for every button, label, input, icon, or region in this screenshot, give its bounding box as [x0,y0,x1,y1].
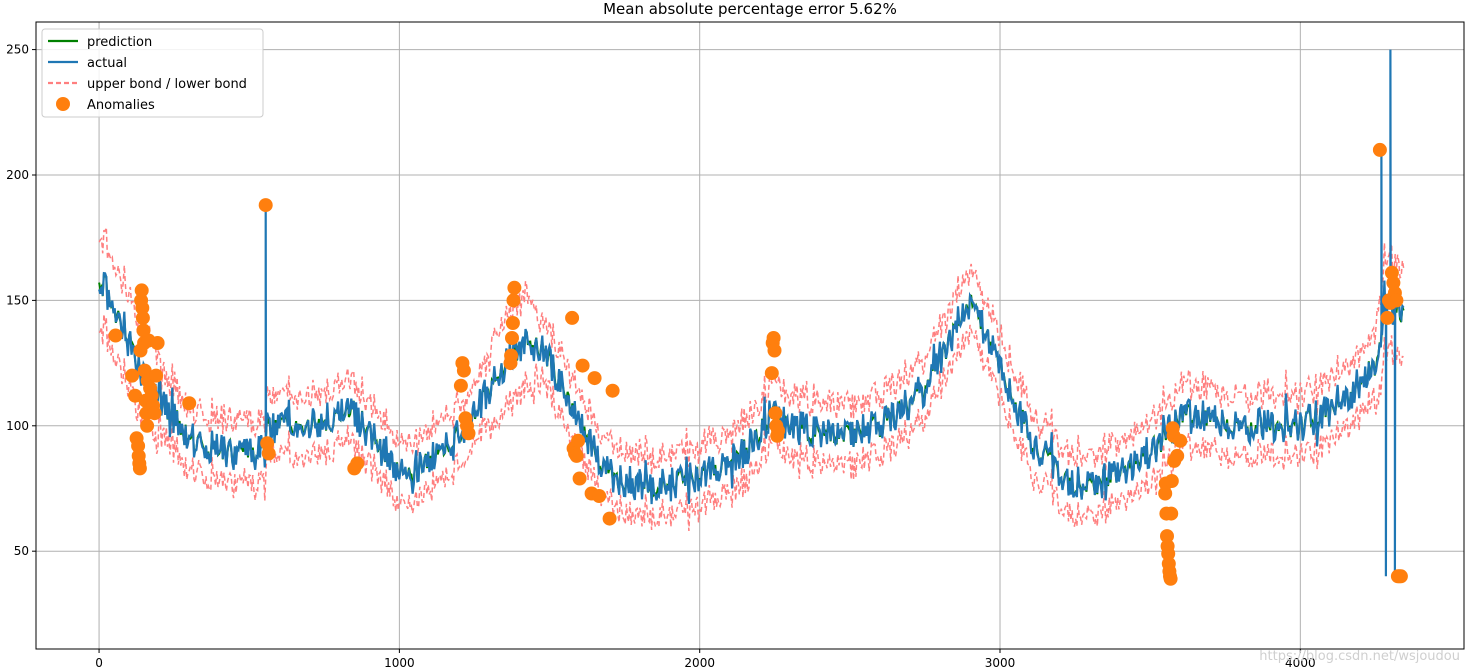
anomaly-point [768,406,783,421]
chart-title: Mean absolute percentage error 5.62% [603,0,897,18]
anomaly-point [182,396,197,411]
anomaly-point [565,310,580,325]
x-tick-label: 3000 [985,656,1016,670]
anomaly-point [128,388,143,403]
anomaly-point [764,366,779,381]
anomaly-point [147,406,162,421]
legend-swatch-3 [56,97,70,111]
anomalies-series [108,142,1408,586]
anomaly-point [602,511,617,526]
anomaly-point [1158,486,1173,501]
anomaly-point [350,456,365,471]
anomaly-point [1170,448,1185,463]
lower-bound-line [98,314,1404,532]
anomaly-point [1160,529,1174,544]
anomaly-point [575,358,590,373]
anomaly-point [592,489,607,503]
y-tick-label: 250 [6,43,29,57]
axes-ticks: 0 1000 2000 3000 4000 50 100 150 200 250 [6,43,1316,670]
y-tick-label: 200 [6,168,29,182]
anomaly-point [1164,506,1179,521]
anomaly-point [461,426,476,441]
anomaly-point [1163,571,1178,586]
anomaly-point [506,293,521,308]
anomaly-point [507,280,522,295]
anomaly-point [135,310,150,325]
anomaly-point [261,446,276,461]
anomaly-point [132,461,147,476]
x-tick-label: 1000 [384,656,415,670]
anomaly-point [505,316,520,330]
anomaly-point [108,328,123,343]
legend-label: prediction [87,35,152,50]
anomaly-point [1372,142,1387,157]
anomaly-point [569,448,584,463]
anomaly-point [766,331,781,345]
anomaly-point [456,363,471,378]
legend-label: Anomalies [87,98,155,113]
plot-frame [35,21,1465,650]
anomaly-point [572,471,587,486]
anomaly-point [504,348,519,363]
anomaly-point [140,418,155,433]
anomaly-point [605,383,620,398]
x-tick-label: 0 [95,656,103,670]
anomaly-point [134,283,149,298]
watermark: https://blog.csdn.net/wsjoudou [1259,649,1460,664]
anomaly-point [1161,546,1176,561]
anomaly-point [453,378,468,393]
legend-box [41,28,264,118]
anomaly-point [1389,293,1404,308]
y-tick-label: 100 [6,419,29,433]
anomaly-point [505,331,519,345]
anomaly-point [587,371,602,386]
anomaly-point [767,343,782,358]
anomaly-point [258,198,273,213]
y-tick-label: 150 [6,293,29,307]
anomaly-point [149,368,164,383]
legend-label: actual [87,56,127,71]
anomaly-point [150,336,165,350]
anomaly-point [1164,474,1179,488]
anomaly-point [135,300,150,315]
anomaly-point [1393,569,1408,584]
anomaly-point [125,368,140,383]
upper-bound-line [98,227,1405,475]
x-tick-label: 2000 [684,656,715,670]
anomaly-point [1380,310,1395,325]
bounds-series [98,227,1405,532]
legend: prediction actual upper bond / lower bond A… [41,28,264,118]
y-tick-label: 50 [14,544,29,558]
anomaly-point [771,423,786,438]
x-tick-label: 4000 [1285,656,1316,670]
actual-series [98,49,1405,577]
actual-line [98,49,1405,577]
anomaly-point [571,433,586,448]
anomaly-point [1173,433,1188,448]
legend-label: upper bond / lower bond [87,77,247,92]
anomaly-point [131,438,146,453]
